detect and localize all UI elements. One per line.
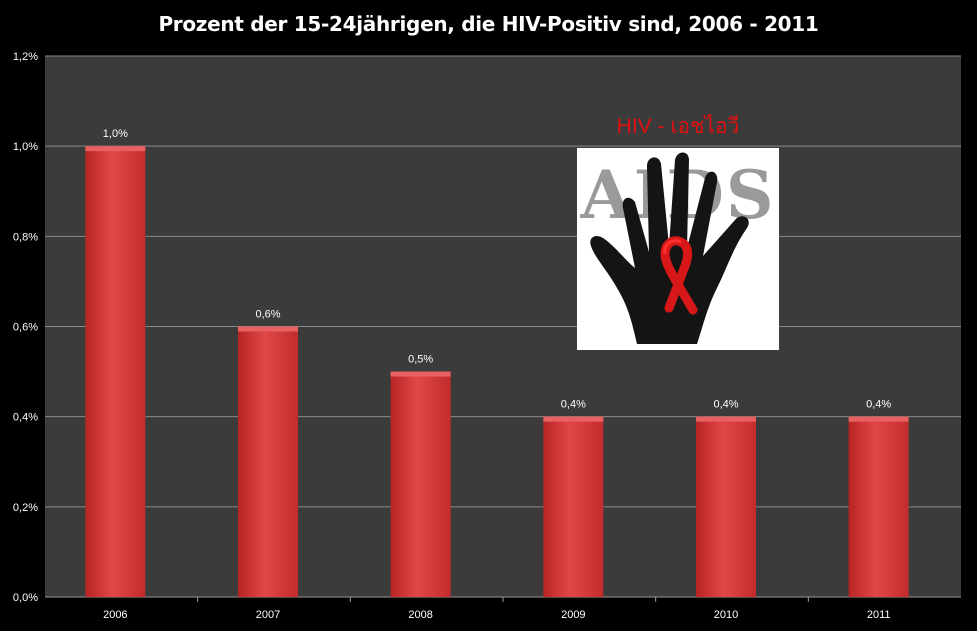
data-label-2007: 0,6%: [255, 309, 280, 321]
data-label-2008: 0,5%: [408, 354, 433, 366]
bar-2007: [238, 326, 298, 597]
x-tick-label-2011: 2011: [867, 609, 891, 621]
labels: 0,0% 0,2% 0,4% 0,6% 0,8% 1,0% 1,2% 2006 1,0% 2007…: [13, 51, 891, 621]
bar-top-2009: [543, 416, 604, 422]
chart-title: Prozent der 15-24jährigen, die HIV-Posit…: [158, 12, 819, 36]
bar-2008: [390, 371, 451, 597]
aids-logo-image: AIDS: [577, 148, 779, 350]
red-ribbon-icon: [660, 236, 698, 315]
bars: [85, 146, 909, 597]
bar-2006: [85, 146, 146, 597]
bar-2011: [848, 416, 909, 597]
y-tick-label: 0,0%: [13, 592, 38, 604]
data-label-2010: 0,4%: [713, 399, 738, 411]
data-label-2011: 0,4%: [866, 399, 891, 411]
y-tick-label: 0,4%: [13, 412, 38, 424]
x-tick-label-2007: 2007: [256, 609, 280, 621]
bar-top-2010: [696, 416, 756, 422]
bar-2009: [543, 416, 604, 597]
image-caption: HIV - เอชไอวี: [616, 115, 740, 138]
bar-top-2007: [238, 326, 298, 332]
x-tick-label-2008: 2008: [408, 609, 432, 621]
x-tick-label-2009: 2009: [561, 609, 585, 621]
y-tick-label: 1,0%: [13, 141, 38, 153]
y-tick-label: 1,2%: [13, 51, 38, 63]
bar-top-2008: [390, 371, 451, 377]
data-label-2009: 0,4%: [561, 399, 586, 411]
y-tick-label: 0,6%: [13, 322, 38, 334]
y-tick-label: 0,2%: [13, 502, 38, 514]
gridlines: [45, 55, 961, 602]
x-tick-label-2006: 2006: [103, 609, 127, 621]
data-label-2006: 1,0%: [103, 128, 128, 140]
y-tick-label: 0,8%: [13, 231, 38, 243]
bar-top-2006: [85, 146, 146, 152]
bar-2010: [696, 416, 756, 597]
bar-top-2011: [848, 416, 909, 422]
x-tick-label-2010: 2010: [714, 609, 738, 621]
